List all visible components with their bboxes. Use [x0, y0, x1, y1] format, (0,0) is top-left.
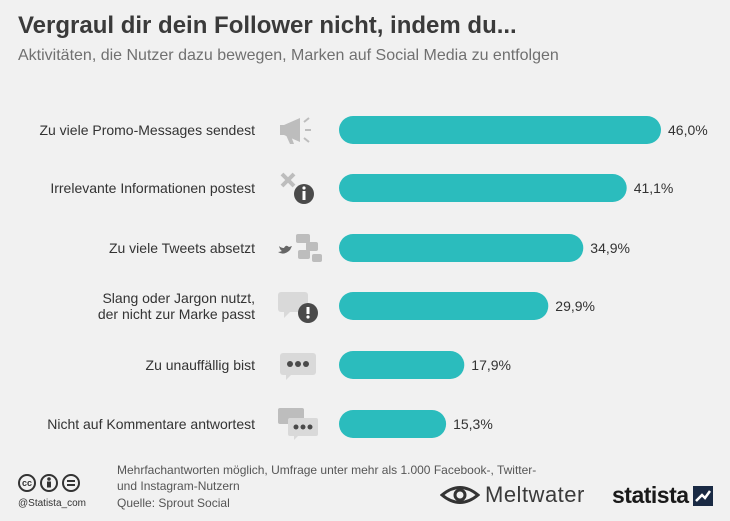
bar-2 — [339, 234, 584, 262]
bar-5 — [339, 410, 447, 438]
meltwater-logo: Meltwater — [440, 482, 585, 508]
footer-note: Mehrfachantworten möglich, Umfrage unter… — [117, 463, 537, 493]
bar-1 — [339, 174, 627, 202]
no-derivatives-icon — [62, 474, 80, 492]
value-label-0: 46,0% — [668, 122, 708, 138]
meltwater-eye-icon — [440, 486, 480, 504]
statista-logo: statista — [612, 482, 713, 509]
chart-subtitle: Aktivitäten, die Nutzer dazu bewegen, Ma… — [18, 47, 559, 64]
category-label-0: Zu viele Promo-Messages sendest — [39, 122, 255, 138]
chart-title: Vergraul dir dein Follower nicht, indem … — [18, 12, 517, 39]
value-label-3: 29,9% — [555, 298, 595, 314]
speech-bubble-exclamation-icon — [278, 292, 318, 323]
statista-wordmark: statista — [612, 482, 689, 508]
category-label-2: Zu viele Tweets absetzt — [109, 240, 255, 256]
category-label-3: Slang oder Jargon nutzt, der nicht zur Ma… — [98, 290, 255, 322]
bar-3 — [339, 292, 549, 320]
value-label-2: 34,9% — [590, 240, 630, 256]
statista-handle: @Statista_com — [18, 498, 86, 509]
meltwater-wordmark: Meltwater — [485, 482, 585, 507]
comments-icon — [278, 408, 318, 440]
value-label-1: 41,1% — [634, 180, 674, 196]
cc-icon: cc — [18, 474, 36, 492]
category-label-5: Nicht auf Kommentare antwortest — [47, 416, 255, 432]
value-label-5: 15,3% — [453, 416, 493, 432]
footer-source: Quelle: Sprout Social — [117, 496, 230, 510]
category-label-1: Irrelevante Informationen postest — [50, 180, 255, 196]
statista-mark-icon — [692, 485, 713, 506]
bar-4 — [339, 351, 465, 379]
value-label-4: 17,9% — [471, 357, 511, 373]
bar-chart: 46,0% Zu viele Promo-Messages sendest 41,1… — [39, 116, 708, 440]
tweets-icon — [278, 234, 322, 262]
megaphone-icon — [280, 117, 311, 144]
category-label-4: Zu unauffällig bist — [146, 357, 256, 373]
license-icons: cc — [18, 474, 80, 492]
attribution-icon — [40, 474, 58, 492]
dots-bubble-icon — [280, 353, 316, 380]
irrelevant-info-icon — [280, 172, 314, 204]
bar-0 — [339, 116, 661, 144]
